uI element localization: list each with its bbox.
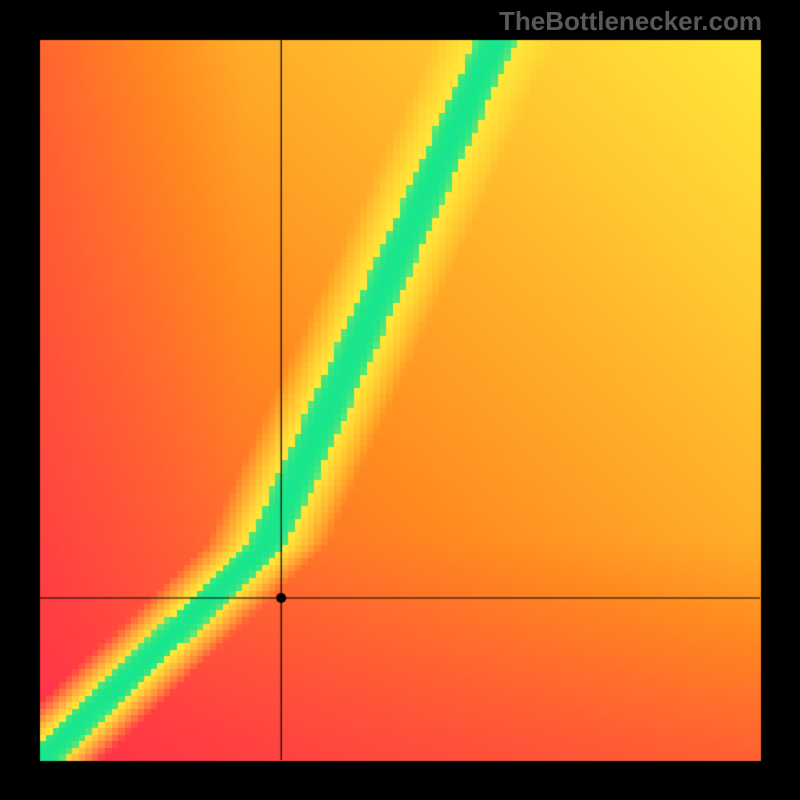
chart-container: TheBottlenecker.com (0, 0, 800, 800)
watermark-text: TheBottlenecker.com (499, 6, 762, 37)
bottleneck-heatmap (0, 0, 800, 800)
